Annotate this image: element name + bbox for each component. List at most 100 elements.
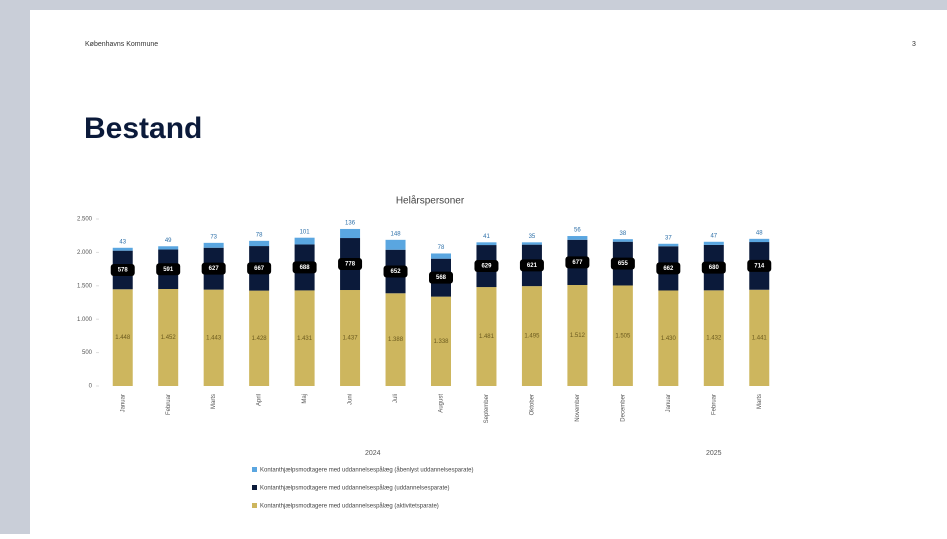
x-group-label: 2025	[706, 450, 722, 457]
value-label: 35	[529, 234, 536, 240]
bar-segment	[749, 289, 770, 386]
value-label-box	[565, 256, 590, 269]
value-label: 778	[345, 262, 356, 268]
value-label: 1.338	[433, 339, 449, 345]
value-label-box	[110, 263, 135, 276]
x-tick-label: Marts	[757, 394, 763, 409]
value-label: 1.430	[661, 336, 677, 342]
value-label-box	[656, 262, 681, 275]
x-group-label: 2024	[365, 450, 381, 457]
organization: Københavns Kommune	[85, 41, 158, 48]
value-label-box	[474, 260, 499, 273]
value-label-box	[338, 258, 363, 271]
x-tick-label: Januar	[666, 394, 672, 412]
value-label: 48	[756, 230, 763, 236]
value-label-box	[201, 262, 226, 275]
bar-segment	[340, 290, 361, 386]
bar-segment	[567, 284, 588, 386]
x-tick-label: Juni	[348, 394, 354, 405]
value-label: 41	[483, 234, 490, 240]
value-label: 1.448	[115, 335, 131, 341]
bar-segment	[385, 239, 406, 250]
value-label: 73	[210, 234, 217, 240]
legend-swatch	[252, 467, 257, 472]
legend-label: Kontanthjælpsmodtagere med uddannelsespå…	[260, 503, 439, 510]
bar-segment	[431, 296, 451, 386]
bar-segment	[476, 287, 497, 386]
bar-segment	[112, 289, 133, 386]
value-label: 1.428	[252, 336, 268, 342]
bar-segment	[203, 242, 224, 248]
value-label-box	[747, 259, 772, 272]
bar-segment	[249, 240, 270, 247]
value-label: 677	[572, 260, 583, 266]
value-label: 136	[345, 221, 356, 227]
value-label: 568	[436, 275, 447, 281]
value-label-box	[429, 271, 453, 284]
value-label: 1.388	[388, 337, 404, 343]
bar-segment	[749, 238, 770, 243]
bar-segment	[158, 289, 179, 386]
value-label: 667	[254, 266, 265, 272]
x-tick-label: April	[257, 394, 263, 406]
value-label-box	[610, 257, 635, 270]
value-label: 621	[527, 263, 538, 269]
bar-segment	[476, 242, 497, 246]
y-tick-label: 500	[82, 350, 93, 356]
value-label: 37	[665, 235, 672, 241]
value-label: 1.495	[524, 334, 540, 340]
bar-segment	[521, 286, 542, 386]
value-label: 578	[118, 268, 129, 274]
value-label: 47	[710, 233, 717, 239]
bar-segment	[612, 239, 633, 242]
x-tick-label: Februar	[711, 394, 717, 415]
value-label: 688	[300, 265, 311, 271]
value-label: 652	[391, 269, 402, 275]
value-label: 1.481	[479, 334, 495, 340]
value-label: 714	[754, 263, 765, 269]
x-tick-label: December	[620, 394, 626, 422]
bar-segment	[203, 289, 224, 386]
bar-segment	[294, 237, 315, 245]
value-label: 627	[209, 266, 220, 272]
value-label: 1.512	[570, 333, 586, 339]
y-tick-label: 2.000	[77, 250, 93, 256]
value-label: 1.431	[297, 336, 313, 342]
value-label: 629	[481, 264, 492, 270]
value-label-box	[519, 259, 544, 272]
value-label: 655	[618, 261, 629, 267]
y-tick-label: 1.500	[77, 283, 93, 289]
value-label: 1.452	[161, 335, 177, 341]
x-tick-label: Januar	[120, 394, 126, 412]
y-tick-label: 0	[89, 384, 93, 390]
bar-segment	[567, 236, 588, 240]
bar-segment	[521, 242, 542, 245]
x-tick-label: Juli	[393, 394, 399, 403]
page-number: 3	[912, 41, 916, 48]
bar-segment	[158, 246, 179, 250]
y-tick-label: 1.000	[77, 317, 93, 323]
bar-segment	[612, 285, 633, 386]
value-label: 101	[300, 229, 311, 235]
value-label: 43	[119, 239, 126, 245]
value-label: 38	[620, 231, 627, 237]
value-label-box	[247, 262, 272, 275]
value-label: 1.443	[206, 335, 222, 341]
x-tick-label: Oktober	[530, 394, 536, 415]
x-tick-label: August	[439, 394, 445, 413]
value-label: 56	[574, 228, 581, 234]
value-label: 1.505	[615, 333, 631, 339]
legend-label: Kontanthjælpsmodtagere med uddannelsespå…	[260, 485, 449, 492]
value-label-box	[383, 265, 408, 278]
bar-segment	[703, 290, 724, 386]
legend-swatch	[252, 485, 257, 490]
bar-segment	[385, 293, 406, 386]
value-label: 1.441	[752, 335, 768, 341]
legend-label: Kontanthjælpsmodtagere med uddannelsespå…	[260, 467, 473, 474]
x-tick-label: September	[484, 394, 490, 423]
bar-segment	[294, 290, 315, 386]
x-tick-label: Maj	[302, 394, 308, 404]
legend-swatch	[252, 503, 257, 508]
value-label: 78	[256, 232, 263, 238]
